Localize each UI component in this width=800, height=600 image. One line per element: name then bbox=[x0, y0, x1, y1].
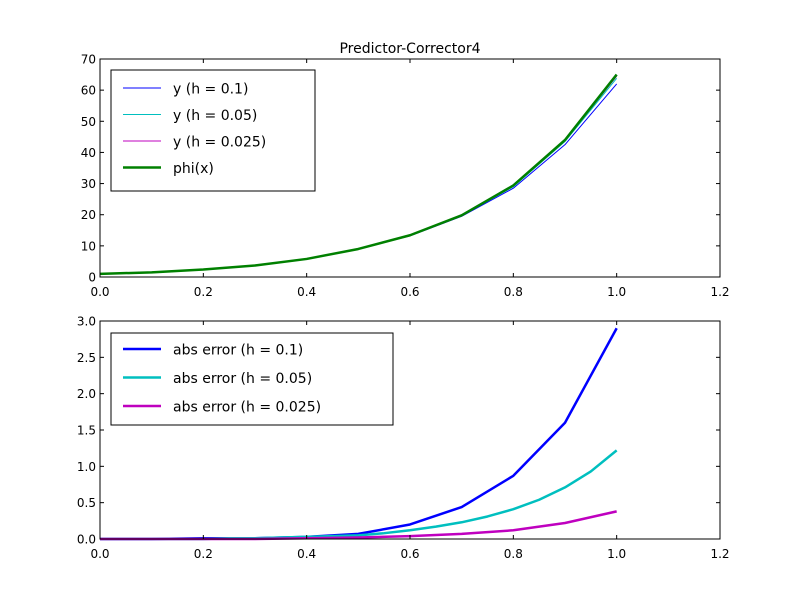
x-tick-label: 0.2 bbox=[194, 285, 213, 299]
y-tick-label: 0.5 bbox=[77, 496, 96, 510]
x-tick-label: 0.8 bbox=[504, 547, 523, 561]
x-tick-label: 0.4 bbox=[297, 547, 316, 561]
x-tick-label: 0.2 bbox=[194, 547, 213, 561]
x-tick-label: 1.2 bbox=[710, 285, 729, 299]
x-tick-label: 0.4 bbox=[297, 285, 316, 299]
series-line-4 bbox=[99, 73, 618, 276]
x-tick-label: 0.8 bbox=[504, 285, 523, 299]
x-tick-label: 0.0 bbox=[90, 547, 109, 561]
y-tick-label: 2.5 bbox=[77, 351, 96, 365]
chart-bottom: 0.0 0.2 0.4 0.6 0.8 1.0 1.2 0.0 0.5 1.0 1.5 2.0 2.5 3… bbox=[77, 315, 730, 562]
x-tick-label: 0.6 bbox=[400, 547, 419, 561]
y-tick-label: 20 bbox=[81, 208, 96, 222]
legend-label: abs error (h = 0.025) bbox=[173, 400, 321, 416]
legend-label: y (h = 0.05) bbox=[173, 108, 257, 124]
y-tick-label: 50 bbox=[81, 115, 96, 129]
y-tick-label: 70 bbox=[81, 53, 96, 67]
ticks-top: 0.0 0.2 0.4 0.6 0.8 1.0 1.2 0 10 20 30 40 50 60 70 bbox=[81, 53, 730, 300]
legend-label: abs error (h = 0.1) bbox=[173, 343, 303, 359]
y-tick-label: 1.0 bbox=[77, 460, 96, 474]
legend-label: phi(x) bbox=[173, 161, 214, 177]
y-tick-label: 3.0 bbox=[77, 315, 96, 329]
plot-lines-top bbox=[99, 73, 618, 276]
legend-label: abs error (h = 0.05) bbox=[173, 371, 312, 387]
legend-label: y (h = 0.025) bbox=[173, 135, 266, 151]
x-tick-label: 0.0 bbox=[90, 285, 109, 299]
legend-bottom: abs error (h = 0.1) abs error (h = 0.05) a… bbox=[110, 332, 394, 426]
y-tick-label: 40 bbox=[81, 146, 96, 160]
legend-top: y (h = 0.1) y (h = 0.05) y (h = 0.025) phi(… bbox=[110, 69, 316, 192]
x-tick-label: 1.2 bbox=[710, 547, 729, 561]
y-tick-label: 0 bbox=[88, 271, 96, 285]
ticks-bottom: 0.0 0.2 0.4 0.6 0.8 1.0 1.2 0.0 0.5 1.0 1.5 2.0 2.5 3… bbox=[77, 315, 730, 562]
y-tick-label: 0.0 bbox=[77, 533, 96, 547]
y-tick-label: 2.0 bbox=[77, 387, 96, 401]
y-tick-label: 1.5 bbox=[77, 424, 96, 438]
chart-title: Predictor-Corrector4 bbox=[339, 41, 480, 57]
x-tick-label: 0.6 bbox=[400, 285, 419, 299]
x-tick-label: 1.0 bbox=[607, 285, 626, 299]
legend-box bbox=[110, 69, 316, 192]
x-tick-label: 1.0 bbox=[607, 547, 626, 561]
legend-label: y (h = 0.1) bbox=[173, 82, 248, 98]
y-tick-label: 10 bbox=[81, 239, 96, 253]
y-tick-label: 30 bbox=[81, 177, 96, 191]
y-tick-label: 60 bbox=[81, 84, 96, 98]
chart-top: Predictor-Corrector4 0.0 0.2 0.4 0.6 0.8 1.0 1… bbox=[81, 41, 730, 299]
